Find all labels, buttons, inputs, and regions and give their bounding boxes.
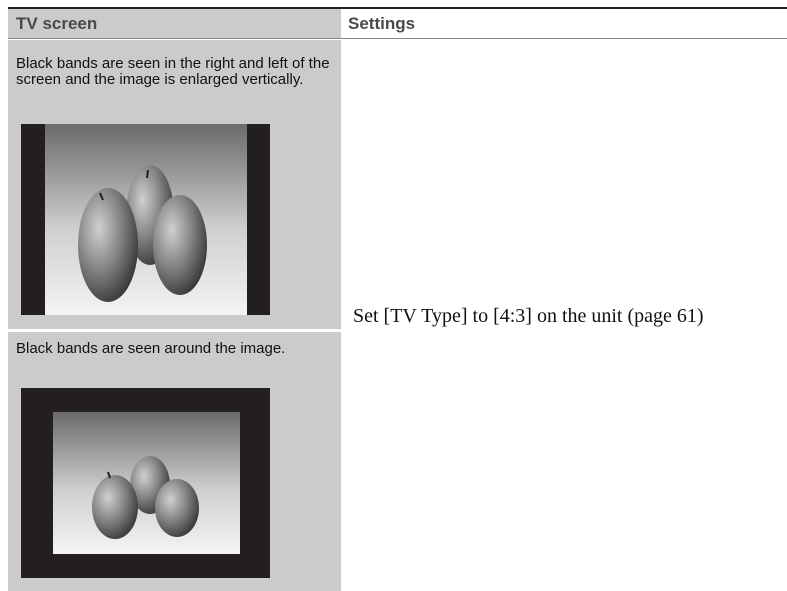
rule	[8, 38, 787, 39]
setting-text: Set [TV Type] to [4:3] on the unit (page…	[353, 305, 704, 327]
header-tv-screen: TV screen	[16, 14, 98, 33]
stretched-image	[21, 124, 270, 315]
header-cell-bg	[8, 9, 341, 38]
letterboxed-image	[21, 388, 270, 578]
row-description: Black bands are seen around the image.	[16, 340, 286, 357]
rule	[8, 7, 787, 9]
header-settings: Settings	[348, 14, 416, 33]
row-description: Black bands are seen in the right and le…	[16, 55, 330, 88]
